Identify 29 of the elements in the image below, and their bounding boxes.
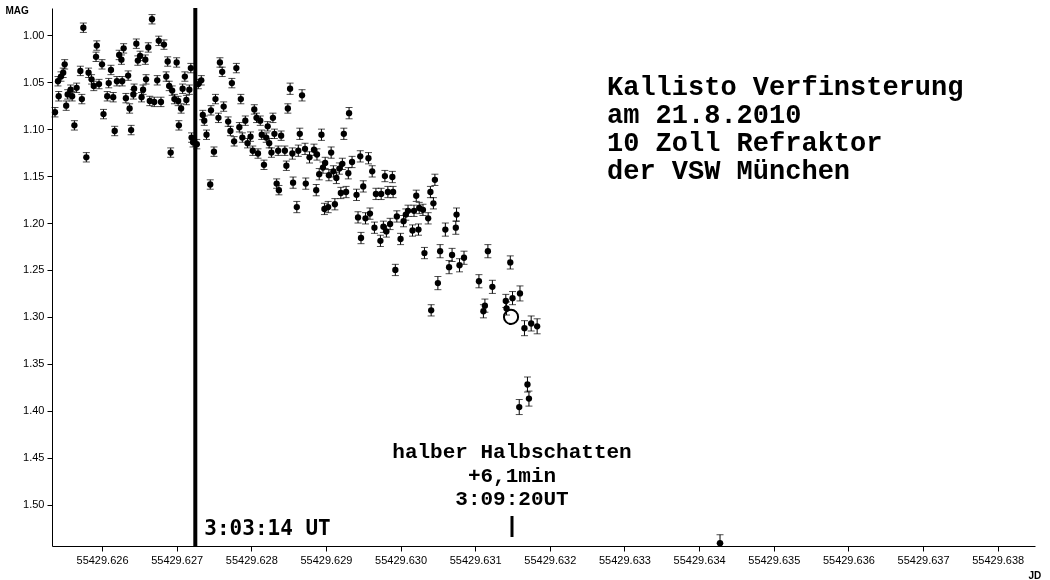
x-tick-label: 55429.636: [822, 553, 875, 566]
x-tick-label: 55429.631: [449, 553, 502, 566]
x-tick-label: 55429.630: [375, 553, 428, 566]
y-tick-label: 1.15: [23, 169, 45, 182]
text: Kallisto Verfinsterung am 21.8.2010 10 Zoll Refraktor der VSW München: [607, 73, 964, 187]
x-tick-label: 55429.627: [151, 553, 204, 566]
y-tick-label: 1.10: [23, 122, 45, 135]
y-tick-label: 1.45: [23, 451, 45, 464]
annotation: halber Halbschatten +6,1min 3:09:20UT: [392, 441, 632, 511]
y-tick-label: 1.00: [23, 28, 45, 41]
y-axis-title: MAG: [5, 4, 30, 16]
x-axis-title: JD: [1028, 569, 1042, 580]
x-tick-label: 55429.637: [897, 553, 950, 566]
y-tick-label: 1.35: [23, 357, 45, 370]
x-tick-label: 55429.629: [300, 553, 353, 566]
y-tick-label: 1.20: [23, 216, 45, 229]
x-tick-label: 55429.626: [76, 553, 129, 566]
x-tick-label: 55429.628: [225, 553, 278, 566]
x-tick-label: 55429.635: [748, 553, 801, 566]
y-tick-label: 1.30: [23, 310, 45, 323]
x-tick-label: 55429.632: [524, 553, 577, 566]
x-tick-label: 55429.633: [598, 553, 651, 566]
y-tick-label: 1.40: [23, 404, 45, 417]
y-tick-label: 1.25: [23, 263, 45, 276]
y-tick-label: 1.50: [23, 498, 45, 511]
x-tick-label: 55429.638: [972, 553, 1025, 566]
annotation: 3:03:14 UT: [204, 516, 331, 541]
y-tick-label: 1.05: [23, 75, 45, 88]
x-tick-label: 55429.634: [673, 553, 726, 566]
